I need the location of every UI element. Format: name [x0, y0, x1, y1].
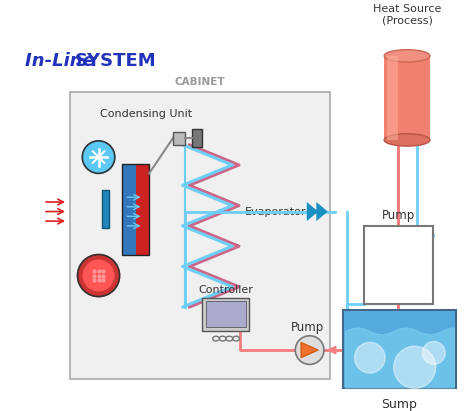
Circle shape	[394, 346, 436, 388]
Circle shape	[83, 260, 114, 291]
Bar	[173, 132, 186, 145]
Bar	[102, 189, 109, 228]
Polygon shape	[307, 202, 318, 221]
Circle shape	[78, 254, 119, 297]
Bar	[70, 92, 330, 379]
Polygon shape	[317, 202, 328, 221]
Circle shape	[82, 141, 115, 173]
Text: Evaporator: Evaporator	[245, 207, 306, 217]
Text: SYSTEM: SYSTEM	[75, 52, 156, 70]
Bar	[122, 164, 136, 254]
Bar	[136, 164, 149, 254]
Bar	[122, 164, 149, 254]
Circle shape	[355, 342, 385, 373]
Bar	[344, 311, 455, 387]
Text: Controller: Controller	[198, 285, 253, 295]
Bar	[192, 129, 202, 147]
Bar	[384, 56, 430, 140]
Ellipse shape	[384, 50, 430, 62]
Circle shape	[422, 342, 445, 365]
Polygon shape	[301, 342, 318, 358]
Text: Sump: Sump	[381, 398, 417, 411]
Bar	[387, 56, 398, 140]
Text: Pump: Pump	[291, 321, 324, 334]
Text: In-Line: In-Line	[25, 52, 101, 70]
Text: Heat Source
(Process): Heat Source (Process)	[373, 4, 441, 25]
Bar	[343, 310, 456, 388]
Bar	[202, 298, 249, 331]
Text: Pump: Pump	[382, 209, 415, 222]
Bar	[206, 301, 246, 327]
Bar	[364, 226, 433, 304]
Ellipse shape	[384, 134, 430, 146]
Circle shape	[295, 336, 324, 365]
Text: Condensing Unit: Condensing Unit	[100, 109, 192, 119]
Text: CABINET: CABINET	[175, 77, 225, 88]
